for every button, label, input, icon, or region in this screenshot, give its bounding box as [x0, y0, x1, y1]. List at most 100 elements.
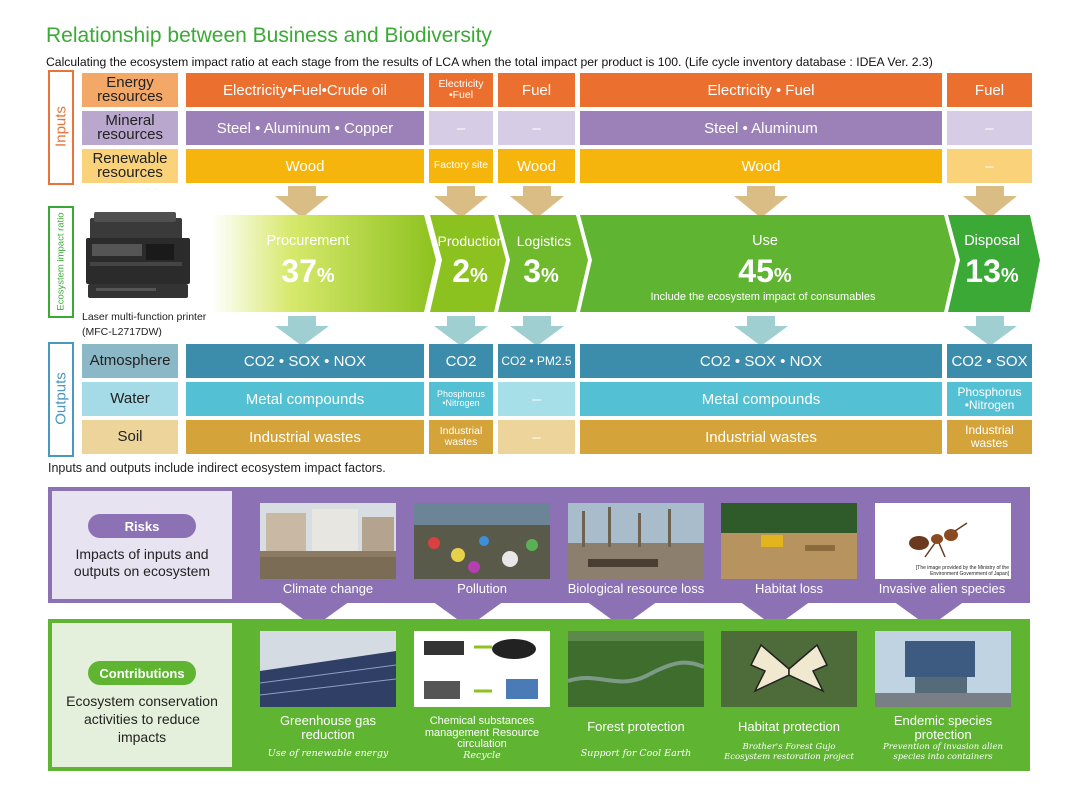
contrib-caption-habitat: Habitat protection: [738, 719, 840, 734]
printer-icon: [86, 212, 190, 298]
risks-left-box: [52, 491, 232, 599]
output-water-production: Phosphorus •Nitrogen: [429, 382, 493, 416]
contrib-caption-endemic: Endemic species protection: [893, 713, 993, 742]
input-renewable-logistics: Wood: [498, 149, 575, 183]
risk-photo-habitat: [721, 503, 857, 579]
contrib-caption-ghg: Greenhouse gas reduction: [279, 713, 377, 742]
stage-procurement-unit: %: [316, 265, 335, 287]
stage-production-value: 2%: [440, 253, 500, 290]
input-energy-procurement: Electricity•Fuel•Crude oil: [186, 73, 424, 107]
output-label-atmosphere: Atmosphere: [82, 344, 178, 378]
page-subtitle: Calculating the ecosystem impact ratio a…: [46, 55, 933, 69]
dead-forest-image: [568, 503, 704, 579]
contributions-left-box: [52, 623, 232, 767]
contrib-photo-forest: [568, 631, 704, 707]
inputs-side-box: [48, 70, 74, 185]
stage-logistics-value: 3%: [508, 253, 574, 290]
alien-image-credit: [The image provided by the Ministry of t…: [915, 565, 1009, 577]
input-renewable-use: Wood: [580, 149, 942, 183]
stage-disposal-name: Disposal: [964, 233, 1020, 249]
contrib-sub-ghg: Use of renewable energy: [267, 748, 389, 759]
output-atmosphere-disposal: CO2 • SOX: [947, 344, 1032, 378]
input-mineral-logistics: –: [498, 111, 575, 145]
trash-image: [414, 503, 550, 579]
output-soil-procurement: Industrial wastes: [186, 420, 424, 454]
stage-use-number: 45: [738, 253, 774, 289]
contrib-caption-chem: Chemical substances management Resource …: [424, 715, 540, 751]
arrow-down-icon: [893, 601, 965, 627]
stage-logistics-name: Logistics: [516, 233, 572, 249]
output-water-disposal: Phosphorus •Nitrogen: [947, 382, 1032, 416]
input-energy-use: Electricity • Fuel: [580, 73, 942, 107]
input-renewable-procurement: Wood: [186, 149, 424, 183]
page-title: Relationship between Business and Biodiv…: [46, 24, 492, 47]
stage-procurement-value: 37%: [268, 253, 348, 290]
contrib-sub-forest: Support for Cool Earth: [580, 748, 692, 759]
risk-photo-bio: [568, 503, 704, 579]
stage-production-name: Production: [437, 233, 505, 249]
output-label-soil: Soil: [82, 420, 178, 454]
footnote: Inputs and outputs include indirect ecos…: [48, 461, 386, 475]
contrib-sub-chem: Recycle: [463, 750, 501, 761]
arrow-down-icon: [510, 186, 564, 218]
product-model: (MFC-L2717DW): [82, 326, 162, 338]
risk-caption-habitat: Habitat loss: [755, 581, 823, 596]
arrow-down-icon: [432, 601, 504, 627]
outputs-side-box: [48, 342, 74, 457]
ecosystem-side-box: [48, 206, 74, 318]
arrow-down-icon: [434, 316, 488, 346]
contrib-photo-habitat: [721, 631, 857, 707]
stage-production-unit: %: [470, 265, 488, 287]
output-atmosphere-procurement: CO2 • SOX • NOX: [186, 344, 424, 378]
contributions-pill: Contributions: [88, 661, 196, 685]
stage-disposal-value: 13%: [952, 253, 1032, 290]
solar-panel-image: [260, 631, 396, 707]
contributions-text: Ecosystem conservation activities to red…: [66, 693, 218, 746]
risk-photo-pollution: [414, 503, 550, 579]
arrow-down-icon: [734, 186, 788, 218]
stage-logistics-shape: [498, 215, 588, 312]
output-atmosphere-logistics: CO2 • PM2.5: [498, 344, 575, 378]
stage-use-unit: %: [773, 265, 792, 287]
stage-use-name: Use: [752, 233, 778, 249]
arrow-down-icon: [734, 316, 788, 346]
risk-photo-alien: [The image provided by the Ministry of t…: [875, 503, 1011, 579]
stage-procurement-name: Procurement: [266, 233, 350, 249]
input-mineral-production: –: [429, 111, 493, 145]
input-energy-production: Electricity •Fuel: [429, 73, 493, 107]
contrib-photo-chem: [414, 631, 550, 707]
arrow-down-icon: [586, 601, 658, 627]
ant-image: [875, 503, 1011, 565]
output-label-water: Water: [82, 382, 178, 416]
stage-disposal-shape: [948, 215, 1040, 312]
stage-disposal-unit: %: [1000, 265, 1019, 287]
input-label-renewable: Renewable resources: [82, 149, 178, 183]
stage-procurement-number: 37: [281, 253, 317, 289]
input-mineral-procurement: Steel • Aluminum • Copper: [186, 111, 424, 145]
stage-production-number: 2: [452, 253, 470, 289]
stage-production-shape: [430, 215, 506, 312]
output-soil-disposal: Industrial wastes: [947, 420, 1032, 454]
risk-caption-bio: Biological resource loss: [567, 581, 705, 596]
output-water-logistics: –: [498, 382, 575, 416]
contrib-sub-endemic: Prevention of invasion alien species int…: [883, 742, 1003, 762]
arrow-down-icon: [275, 316, 329, 346]
deforestation-image: [721, 503, 857, 579]
contrib-sub-habitat: Brother's Forest Gujo Ecosystem restorat…: [724, 742, 854, 762]
input-energy-disposal: Fuel: [947, 73, 1032, 107]
risk-caption-pollution: Pollution: [457, 581, 507, 596]
product-label: Laser multi-function printer: [82, 311, 207, 323]
output-atmosphere-use: CO2 • SOX • NOX: [580, 344, 942, 378]
output-water-use: Metal compounds: [580, 382, 942, 416]
input-label-energy: Energy resources: [82, 73, 178, 107]
container-image: [875, 631, 1011, 707]
stage-logistics-number: 3: [523, 253, 541, 289]
stage-logistics-unit: %: [541, 265, 559, 287]
output-water-procurement: Metal compounds: [186, 382, 424, 416]
stage-use-note: Include the ecosystem impact of consumab…: [650, 291, 876, 303]
arrow-down-icon: [510, 316, 564, 346]
output-soil-use: Industrial wastes: [580, 420, 942, 454]
